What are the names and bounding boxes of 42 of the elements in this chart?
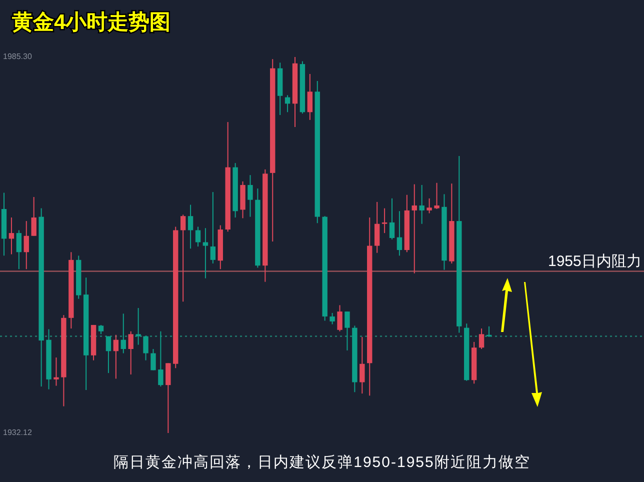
- candlestick: [166, 362, 171, 434]
- candlestick: [389, 198, 395, 240]
- candlestick: [478, 328, 484, 350]
- candlestick: [158, 330, 164, 387]
- candlestick: [16, 230, 22, 270]
- candlestick: [344, 311, 350, 351]
- candlestick: [330, 312, 335, 325]
- candlestick: [434, 182, 440, 210]
- candlestick: [202, 228, 208, 279]
- candlestick: [426, 198, 432, 214]
- candlestick: [113, 334, 119, 380]
- candlestick: [120, 313, 126, 354]
- candlestick: [284, 94, 290, 113]
- candlestick: [136, 307, 141, 346]
- candlestick: [150, 348, 156, 371]
- candlestick: [412, 184, 417, 274]
- candlestick: [98, 324, 104, 335]
- text: 隔日黄金冲高回落，日内建议反弹1950-1955附近阻力做空: [114, 454, 530, 471]
- candlestick: [8, 216, 14, 255]
- candlestick: [195, 226, 201, 247]
- candlestick: [374, 201, 380, 254]
- candlestick: [419, 184, 424, 224]
- candlestick: [396, 210, 402, 256]
- y-tick-label: 1985.30: [3, 52, 32, 62]
- candlestick: [24, 220, 29, 270]
- candlestick: [307, 73, 313, 120]
- chart-title: 黄金4小时走势图: [11, 11, 171, 34]
- candlestick: [54, 356, 59, 386]
- candlestick: [210, 192, 216, 264]
- y-tick-label: 1932.12: [3, 428, 32, 438]
- candlestick: [382, 208, 388, 234]
- candlestick: [31, 196, 36, 236]
- candlestick: [180, 214, 186, 302]
- candlestick: [106, 336, 112, 374]
- ref-line-label: 1955日内阻力: [548, 253, 642, 270]
- candlestick: [360, 336, 365, 394]
- candlestick: [128, 330, 134, 375]
- candlestick: [188, 204, 194, 250]
- candlestick: [486, 326, 492, 338]
- candlestick: [337, 304, 342, 332]
- candlestick: [143, 336, 148, 361]
- candlestick: [248, 174, 253, 218]
